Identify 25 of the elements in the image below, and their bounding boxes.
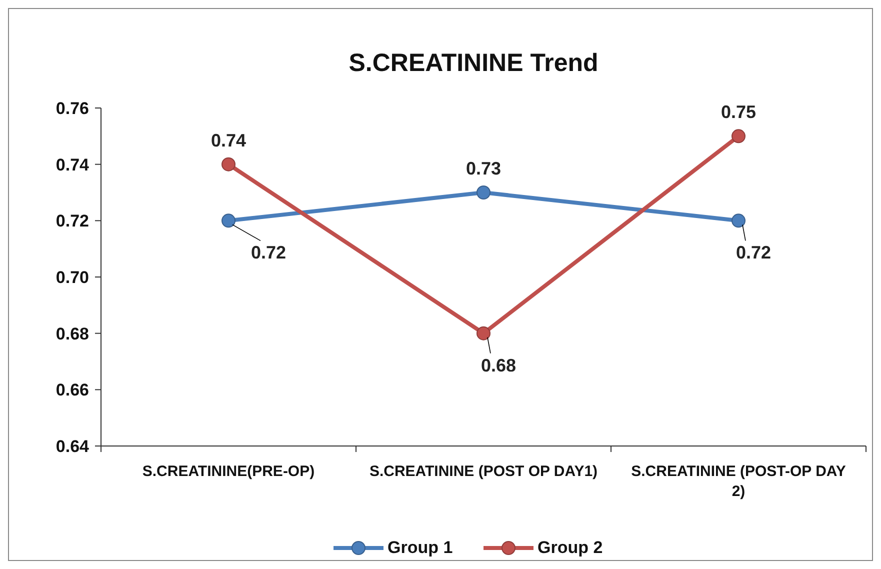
x-tick-label: S.CREATININE(PRE-OP) — [142, 463, 315, 480]
point — [732, 214, 746, 228]
point — [222, 214, 236, 228]
chart-title: S.CREATININE Trend — [348, 49, 598, 77]
point — [476, 326, 490, 340]
data-label: 0.72 — [250, 242, 286, 263]
legend-label: Group 2 — [538, 538, 603, 557]
y-tick-label: 0.72 — [56, 212, 89, 231]
x-tick-label: S.CREATININE (POST-OP DAY 2) — [631, 463, 846, 500]
y-tick-label: 0.66 — [56, 380, 89, 400]
data-label: 0.73 — [466, 158, 502, 178]
y-tick-label: 0.70 — [56, 268, 89, 287]
data-label: 0.68 — [480, 355, 516, 376]
point — [476, 186, 490, 200]
point — [222, 157, 236, 172]
legend-label: Group 1 — [388, 538, 453, 557]
y-tick-label: 0.68 — [56, 324, 89, 344]
point — [732, 129, 746, 144]
data-label: 0.75 — [720, 102, 756, 122]
y-tick-label: 0.64 — [56, 436, 90, 456]
data-label: 0.74 — [210, 130, 246, 150]
y-tick-label: 0.74 — [56, 155, 90, 174]
y-tick-label: 0.76 — [56, 98, 89, 118]
x-tick-label: S.CREATININE (POST OP DAY1) — [369, 463, 598, 480]
data-label: 0.72 — [736, 242, 772, 263]
